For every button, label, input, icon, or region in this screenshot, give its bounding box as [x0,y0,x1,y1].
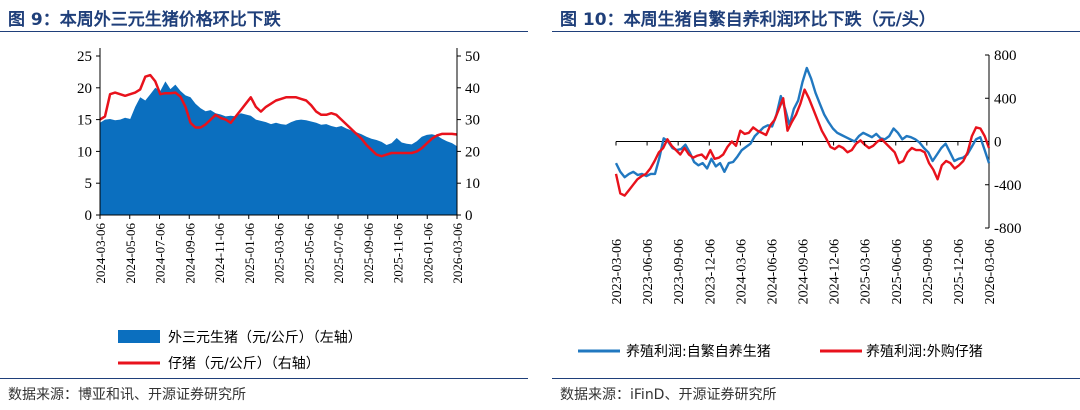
x-tick-label: 2024-11-06 [212,223,227,284]
x-tick-label: 2023-03-06 [610,239,625,304]
y-tick-label: -800 [994,221,1022,237]
x-tick-label: 2025-07-06 [331,223,346,284]
right-y-tick-label: 50 [465,49,480,65]
right-y-tick-label: 10 [465,176,480,192]
legend-line-label: 仔猪（元/公斤）（右轴） [168,356,320,372]
x-tick-label: 2024-07-06 [153,223,168,284]
right-y-tick-label: 40 [465,81,480,97]
figure-9-panel: 图 9：本周外三元生猪价格环比下跌 0 5 10 15 20 25 0 10 20 30 40 50 2… [0,0,528,410]
x-tick-label: 2023-06-06 [641,239,656,304]
legend-area-label: 外三元生猪（元/公斤）（左轴） [168,330,362,346]
x-tick-label: 2025-11-06 [391,223,406,284]
left-y-tick-label: 0 [85,208,93,224]
x-tick-label: 2025-12-06 [952,239,967,304]
left-y-tick-label: 10 [77,144,92,160]
figure-9-bottom-rule [0,378,528,379]
x-tick-label: 2023-09-06 [672,239,687,304]
figure-9-source: 数据来源：博亚和讯、开源证券研究所 [8,387,246,403]
x-tick-label: 2025-01-06 [242,223,257,284]
x-tick-label: 2025-06-06 [890,239,905,304]
figure-9-title: 图 9：本周外三元生猪价格环比下跌 [8,10,281,30]
x-tick-label: 2025-05-06 [301,223,316,284]
left-y-tick-label: 20 [77,81,92,97]
x-tick-label: 2024-09-06 [182,223,197,284]
figure-9-chart: 0 5 10 15 20 25 0 10 20 30 40 50 2024-03-06 2024-05-0… [77,48,480,372]
piglet-price-line [99,73,458,158]
right-y-tick-label: 0 [465,208,473,224]
left-y-tick-label: 5 [85,176,93,192]
hog-price-area [100,81,457,216]
left-y-tick-label: 15 [77,113,92,129]
x-tick-label: 2026-03-06 [450,223,465,284]
x-tick-label: 2023-12-06 [703,239,718,304]
x-tick-label: 2025-03-06 [272,223,287,284]
legend-red-label: 养殖利润:外购仔猪 [866,343,983,360]
figure-10-panel: 图 10：本周生猪自繁自养利润环比下跌（元/头） 800 400 0 -400 -800… [552,0,1080,410]
x-tick-label: 2024-12-06 [828,239,843,304]
x-tick-label: 2026-03-06 [983,239,998,304]
figure-10-source: 数据来源：iFinD、开源证券研究所 [560,387,777,403]
x-tick-label: 2025-09-06 [921,239,936,304]
figure-10-bottom-rule [552,378,1080,379]
purchased-piglet-profit-line [614,88,991,197]
y-tick-label: -400 [994,178,1022,194]
y-tick-label: 800 [994,48,1017,64]
figure-10-chart: 800 400 0 -400 -800 2023-03-06 2023-06-06 2023-… [578,48,1022,360]
right-y-tick-label: 30 [465,113,480,129]
figure-10-top-rule [552,31,1080,32]
figure-10-title: 图 10：本周生猪自繁自养利润环比下跌（元/头） [560,10,936,30]
legend-area-swatch [118,330,160,343]
x-tick-label: 2025-03-06 [859,239,874,304]
figure-9-top-rule [0,31,528,32]
x-tick-label: 2024-03-06 [734,239,749,304]
x-tick-label: 2025-09-06 [361,223,376,284]
x-tick-label: 2026-01-06 [420,223,435,284]
left-y-tick-label: 25 [77,49,92,65]
right-y-tick-label: 20 [465,144,480,160]
x-tick-label: 2024-09-06 [797,239,812,304]
x-tick-label: 2024-03-06 [93,223,108,284]
y-tick-label: 400 [994,91,1017,107]
legend-blue-label: 养殖利润:自繁自养生猪 [626,343,771,360]
breeding-profit-line [614,66,991,179]
x-tick-label: 2024-06-06 [765,239,780,304]
x-tick-label: 2024-05-06 [123,223,138,284]
y-tick-label: 0 [994,135,1002,151]
